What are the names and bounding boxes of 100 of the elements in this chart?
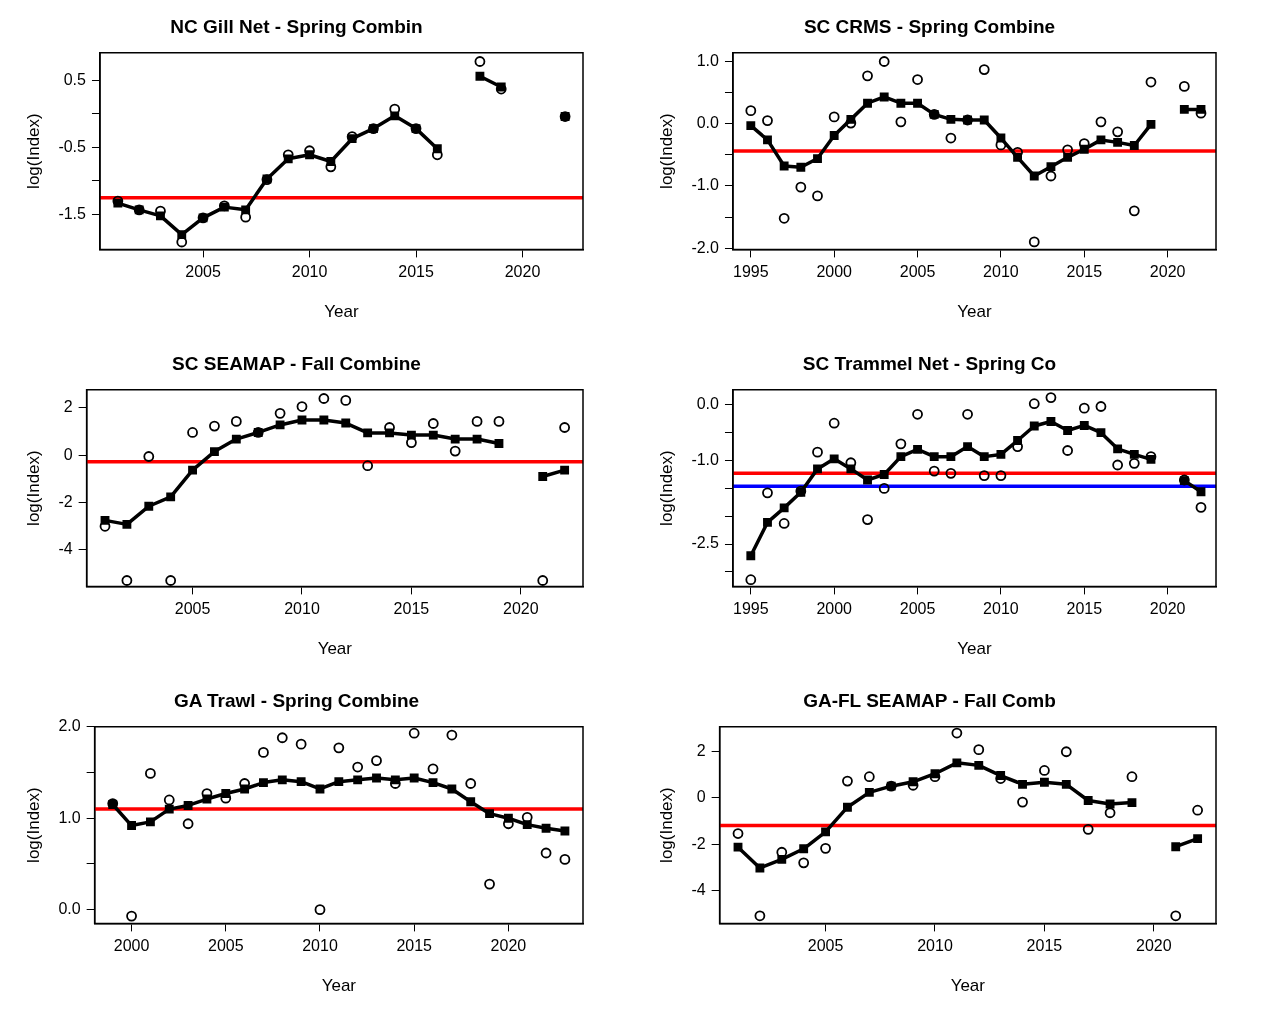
point: [895, 438, 907, 450]
point: [1063, 152, 1073, 162]
point: [812, 190, 823, 202]
chart-title: SC CRMS - Spring Combine: [803, 15, 1056, 37]
point: [762, 487, 773, 499]
point: [432, 144, 442, 154]
point: [1113, 137, 1123, 147]
x-tick-label: 2000: [816, 263, 853, 281]
point: [1013, 152, 1023, 162]
point: [210, 447, 219, 456]
point: [503, 813, 513, 823]
y-tick-label: 2.0: [58, 717, 81, 735]
point: [1028, 236, 1040, 248]
point: [241, 205, 251, 215]
point: [446, 729, 458, 741]
y-tick-label: 1.0: [58, 808, 81, 826]
y-tick-label: -0.5: [58, 137, 87, 155]
point: [878, 56, 890, 67]
point: [979, 452, 989, 462]
point: [978, 64, 990, 75]
chart-title: GA-FL SEAMAP - Fall Comb: [803, 689, 1056, 711]
point: [231, 434, 241, 444]
point: [862, 514, 873, 525]
point: [1196, 487, 1206, 497]
point: [1145, 76, 1157, 88]
point: [475, 71, 485, 81]
x-tick-label: 2015: [1066, 263, 1103, 281]
point: [372, 773, 381, 783]
x-tick-label: 2015: [396, 937, 433, 955]
point: [144, 501, 154, 511]
point: [928, 465, 940, 477]
point: [828, 417, 840, 429]
point: [275, 420, 285, 430]
point: [779, 161, 789, 171]
y-tick-label: 0.0: [58, 900, 81, 918]
x-tick-label: 2010: [983, 263, 1019, 281]
point: [334, 777, 344, 787]
point: [471, 415, 483, 427]
chart-title: SC Trammel Net - Spring Co: [802, 352, 1057, 374]
point: [318, 393, 330, 404]
point: [896, 452, 906, 462]
point: [754, 910, 766, 922]
point: [862, 70, 873, 82]
point: [746, 121, 756, 131]
x-axis-title: Year: [950, 976, 986, 996]
x-tick-label: 2005: [807, 937, 844, 955]
x-tick-label: 2010: [284, 600, 320, 618]
point: [1128, 205, 1140, 217]
y-tick-label: -1.5: [58, 204, 87, 222]
point: [1029, 421, 1039, 431]
x-tick-label: 2005: [207, 937, 244, 955]
point: [276, 732, 288, 744]
x-axis-title: Year: [957, 639, 992, 659]
point: [745, 105, 757, 117]
point: [187, 427, 198, 438]
point: [145, 817, 155, 827]
point: [1105, 799, 1115, 809]
point: [762, 115, 773, 127]
point: [428, 430, 438, 440]
x-tick-label: 2005: [899, 600, 936, 618]
x-axis-title: Year: [324, 302, 359, 322]
point: [1046, 417, 1056, 426]
point: [163, 794, 175, 806]
point: [1039, 765, 1050, 776]
point: [799, 844, 809, 854]
point: [929, 452, 939, 462]
point: [1013, 436, 1023, 445]
y-tick-label: -1.0: [691, 450, 720, 468]
point: [829, 454, 839, 464]
point: [996, 449, 1006, 459]
point: [177, 230, 187, 240]
point: [449, 445, 461, 457]
point: [274, 407, 286, 419]
x-tick-label: 2005: [174, 600, 211, 618]
point: [733, 842, 743, 852]
point: [559, 422, 571, 433]
point: [1192, 804, 1204, 816]
point: [560, 465, 570, 475]
y-axis-title: log(Index): [656, 787, 676, 863]
y-tick-label: 0.0: [696, 114, 720, 132]
point: [930, 769, 940, 779]
point: [1045, 170, 1057, 182]
point: [1127, 798, 1137, 808]
point: [732, 828, 744, 839]
point: [277, 775, 287, 785]
point: [828, 111, 840, 123]
point: [863, 475, 872, 485]
x-axis-title: Year: [957, 302, 992, 322]
y-tick-label: -2.0: [691, 238, 720, 256]
x-tick-label: 2020: [1149, 263, 1186, 281]
point: [314, 904, 326, 916]
point: [796, 162, 806, 172]
point: [447, 784, 457, 794]
point: [813, 464, 822, 474]
point: [1193, 834, 1203, 844]
x-tick-label: 2015: [1026, 937, 1063, 955]
point: [221, 789, 231, 798]
y-tick-label: 0.0: [696, 395, 720, 413]
point: [1082, 823, 1094, 835]
point: [188, 465, 197, 475]
